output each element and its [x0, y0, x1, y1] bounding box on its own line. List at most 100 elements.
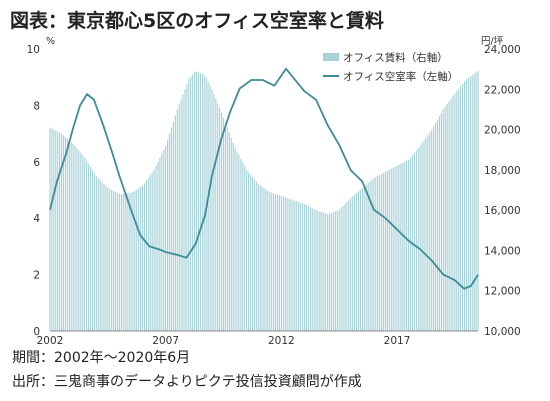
rent-bar: [60, 133, 63, 331]
rent-bar: [371, 179, 373, 331]
rent-bar: [255, 181, 257, 331]
rent-bar: [109, 188, 111, 331]
rent-bar: [234, 147, 236, 331]
rent-bar: [429, 132, 431, 331]
rent-bar: [409, 157, 412, 331]
rent-bar: [242, 162, 244, 331]
rent-bar: [471, 75, 473, 331]
rent-bar: [425, 137, 427, 331]
rent-bar: [114, 192, 117, 331]
rent-bar: [143, 183, 146, 331]
rent-bar: [194, 72, 196, 331]
rent-bar: [282, 196, 284, 331]
rent-bar: [82, 155, 84, 331]
rent-bar: [406, 160, 408, 331]
rent-bar: [431, 129, 433, 331]
rent-bar: [136, 189, 138, 331]
rent-bar: [354, 194, 356, 331]
rent-bar: [386, 170, 388, 331]
rent-bar: [327, 214, 329, 331]
left-tick-label: 10: [27, 44, 40, 56]
rent-bar: [64, 136, 67, 331]
rent-bar: [350, 198, 352, 331]
rent-bar: [55, 130, 57, 331]
rent-bar: [244, 166, 246, 331]
rent-bar: [145, 180, 147, 331]
rent-bar: [224, 122, 227, 332]
rent-bar: [276, 194, 279, 331]
rent-bar: [138, 188, 140, 331]
rent-bar: [219, 108, 221, 331]
rent-bar: [163, 149, 165, 331]
rent-bar: [122, 193, 124, 331]
rent-bar: [315, 210, 317, 331]
rent-bar: [211, 89, 213, 331]
right-axis-unit: 円/坪: [481, 35, 504, 47]
rent-bar: [444, 106, 446, 332]
rent-bar: [296, 201, 298, 331]
rent-bar: [463, 81, 466, 331]
rent-bar: [192, 74, 194, 332]
rent-bar: [199, 73, 201, 332]
rent-bar: [338, 210, 340, 331]
rent-bar: [342, 206, 344, 331]
rent-bar: [86, 160, 88, 331]
left-axis-unit: %: [46, 36, 55, 47]
rent-bar: [404, 161, 406, 331]
rent-bar: [74, 146, 76, 331]
footer-period: 期間：2002年～2020年6月: [12, 350, 191, 366]
rent-bar: [332, 212, 334, 331]
rent-bar: [458, 88, 460, 331]
rent-bar: [421, 143, 423, 331]
rent-bar: [377, 175, 379, 331]
rent-bar: [147, 177, 149, 331]
rent-bar: [190, 76, 192, 331]
rent-bar: [454, 93, 456, 331]
rent-bar: [111, 190, 113, 331]
rent-bar: [257, 183, 259, 331]
left-tick-label: 8: [33, 100, 40, 112]
rent-bar: [249, 174, 252, 331]
rent-bar: [84, 157, 86, 331]
rent-bar: [394, 166, 396, 331]
rent-bar: [355, 193, 358, 331]
rent-bar: [207, 81, 209, 331]
rent-bar: [91, 169, 93, 331]
right-tick-label: 14,000: [484, 245, 521, 257]
rent-bar: [105, 185, 107, 331]
rent-bar: [217, 103, 219, 331]
rent-bar: [248, 172, 250, 331]
rent-bar: [70, 141, 72, 331]
rent-bar: [76, 148, 78, 331]
rent-bar: [124, 193, 126, 331]
rent-bar: [357, 191, 360, 331]
rent-bar: [328, 213, 331, 331]
rent-bar: [365, 184, 367, 331]
rent-bar: [161, 153, 163, 331]
rent-bar: [423, 140, 425, 331]
rent-bar: [452, 96, 454, 331]
rent-bar: [168, 133, 171, 331]
rent-bar: [292, 200, 294, 331]
rent-bar: [408, 159, 410, 331]
rent-bar: [300, 202, 302, 331]
rent-bar: [334, 211, 336, 331]
rent-bar: [271, 192, 273, 331]
rent-bar: [435, 122, 437, 331]
rent-bar: [101, 181, 103, 331]
rent-bar: [141, 185, 144, 331]
rent-bar: [80, 153, 82, 331]
rent-bar: [238, 155, 240, 331]
rent-bar: [359, 189, 361, 331]
rent-bar: [278, 195, 281, 331]
rent-bar: [363, 186, 365, 331]
rent-bar: [373, 177, 375, 331]
legend-vacancy-label: オフィス空室率（左軸）: [343, 70, 458, 83]
rent-bar: [113, 191, 115, 331]
rent-bar: [149, 175, 151, 331]
rent-bar: [375, 176, 377, 331]
rent-bar: [438, 116, 441, 331]
rent-bar: [346, 202, 348, 331]
rent-bar: [93, 172, 95, 331]
rent-bar: [107, 187, 109, 331]
